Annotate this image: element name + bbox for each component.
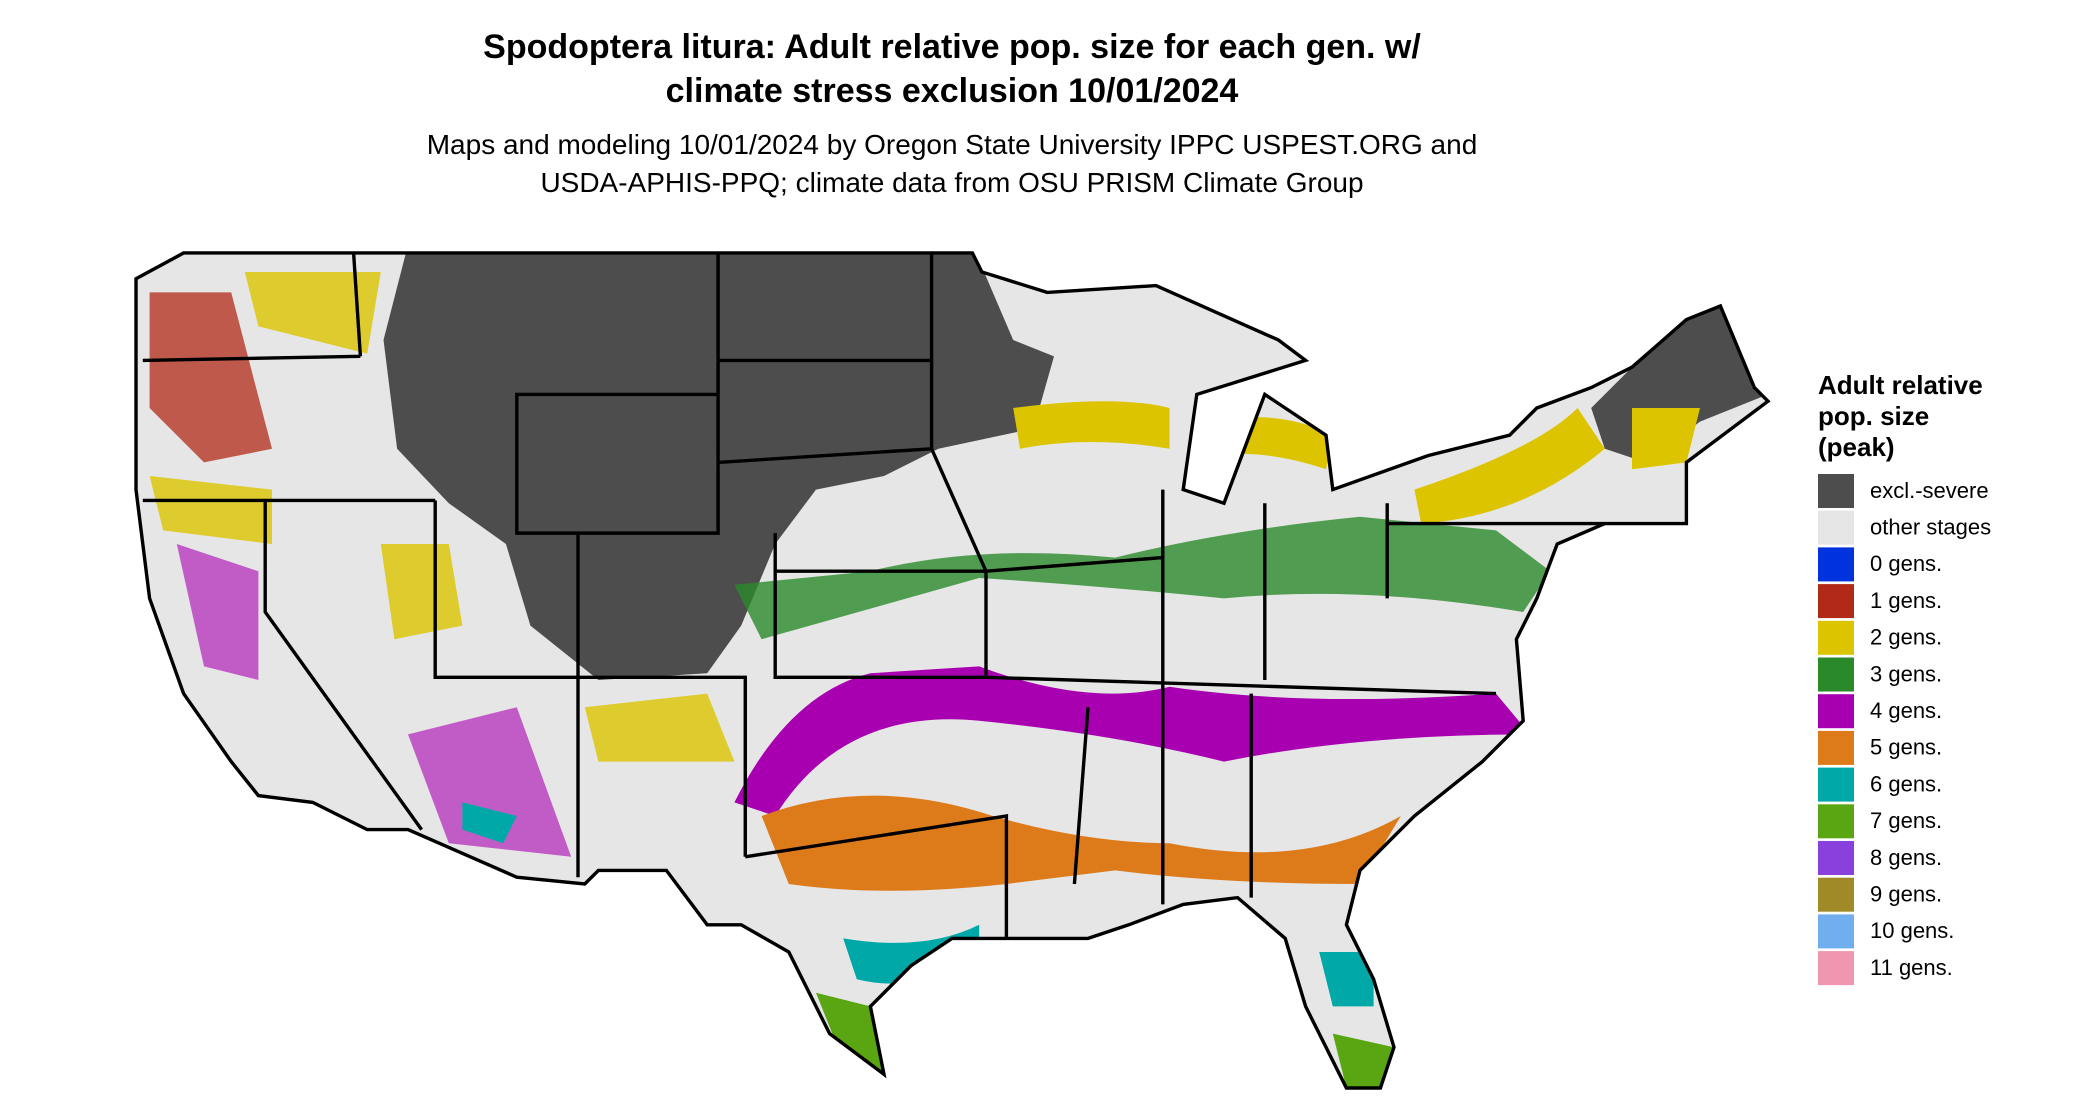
gen-band [734, 516, 1551, 640]
legend-swatch [1818, 767, 1854, 802]
legend-swatch [1818, 730, 1854, 765]
legend-swatch [1818, 694, 1854, 729]
legend-label: 0 gens. [1870, 551, 1942, 576]
legend-label: 9 gens. [1870, 882, 1942, 907]
subtitle-line: USDA-APHIS-PPQ; climate data from OSU PR… [540, 167, 1363, 198]
legend-label: 11 gens. [1870, 955, 1953, 980]
legend-label: excl.-severe [1870, 478, 1989, 503]
legend-swatch [1818, 657, 1854, 692]
state-borders [134, 251, 1771, 1090]
legend-label: 3 gens. [1870, 661, 1942, 686]
gen-band [176, 544, 572, 857]
legend-label: other stages [1870, 515, 1991, 540]
legend-label: 10 gens. [1870, 918, 1954, 943]
legend-swatch [1818, 510, 1854, 545]
legend-swatch [1818, 841, 1854, 875]
legend-label: 2 gens. [1870, 625, 1942, 650]
legend-title: (peak) [1818, 432, 1895, 462]
legend-label: 4 gens. [1870, 698, 1942, 723]
legend-label: 6 gens. [1870, 771, 1942, 796]
title-line: Spodoptera litura: Adult relative pop. s… [483, 28, 1421, 66]
gen-band [761, 795, 1401, 891]
legend-swatch [1818, 584, 1854, 619]
legend-label: 1 gens. [1870, 588, 1942, 613]
legend-swatch [1818, 804, 1854, 839]
legend-title: Adult relative [1818, 370, 1983, 400]
legend-swatch [1818, 914, 1854, 949]
legend-swatch [1818, 547, 1854, 582]
legend-label: 7 gens. [1870, 808, 1942, 833]
legend-swatch [1818, 620, 1854, 655]
subtitle-line: Maps and modeling 10/01/2024 by Oregon S… [427, 129, 1478, 160]
gen-band [1013, 401, 1700, 524]
legend-label: 5 gens. [1870, 735, 1942, 760]
legend-swatch [1818, 474, 1854, 508]
gen-band [149, 292, 272, 463]
legend-title: pop. size [1818, 401, 1929, 431]
legend-swatch [1818, 951, 1854, 986]
legend-label: 8 gens. [1870, 845, 1942, 870]
title-line: climate stress exclusion 10/01/2024 [666, 72, 1239, 110]
gen-band [734, 666, 1530, 816]
legend-swatch [1818, 877, 1854, 912]
